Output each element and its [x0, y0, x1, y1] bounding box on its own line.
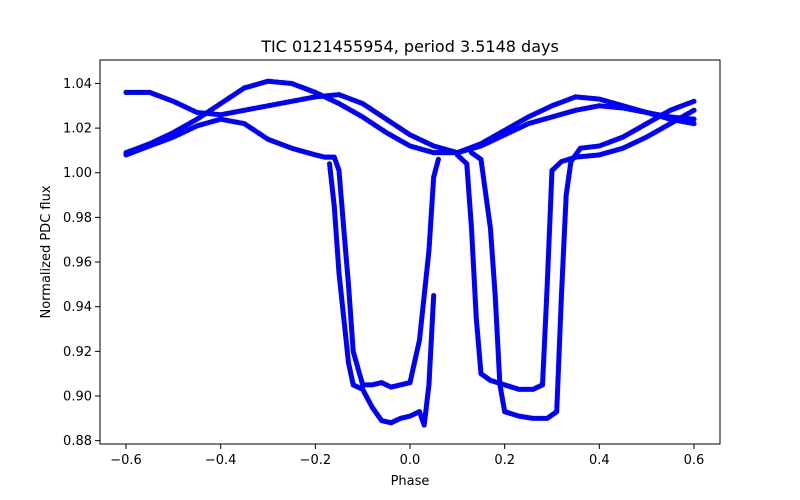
y-tick-label: 0.92 — [63, 345, 92, 360]
x-axis-ticks: −0.6 −0.4 −0.2 0.0 0.2 0.4 0.6 — [110, 444, 704, 468]
y-axis-ticks: 0.88 0.90 0.92 0.94 0.96 0.98 1.00 1.02 1.04 — [63, 77, 100, 449]
data-point — [691, 107, 697, 113]
y-axis-label: Normalized PDC flux — [39, 185, 54, 318]
y-tick-label: 0.94 — [63, 300, 92, 315]
y-tick-label: 1.02 — [63, 122, 92, 137]
x-tick-label: −0.4 — [205, 453, 237, 468]
y-tick-label: 0.96 — [63, 256, 92, 271]
data-point — [431, 292, 437, 299]
x-tick-label: −0.6 — [110, 453, 142, 468]
data-point — [691, 121, 697, 127]
x-tick-label: 0.2 — [494, 453, 515, 468]
y-tick-label: 1.04 — [63, 77, 92, 92]
y-tick-label: 1.00 — [63, 166, 92, 181]
data-points — [123, 78, 697, 428]
y-tick-label: 0.88 — [63, 434, 92, 449]
chart-title: TIC 0121455954, period 3.5148 days — [260, 37, 559, 56]
x-axis-label: Phase — [391, 474, 430, 489]
x-tick-label: 0.6 — [684, 453, 705, 468]
data-point — [435, 156, 441, 162]
x-tick-label: 0.4 — [589, 453, 610, 468]
y-tick-label: 0.90 — [63, 390, 92, 405]
data-point — [691, 116, 697, 122]
data-point — [691, 98, 697, 104]
x-tick-label: 0.0 — [400, 453, 421, 468]
x-tick-label: −0.2 — [300, 453, 332, 468]
y-tick-label: 0.98 — [63, 211, 92, 226]
